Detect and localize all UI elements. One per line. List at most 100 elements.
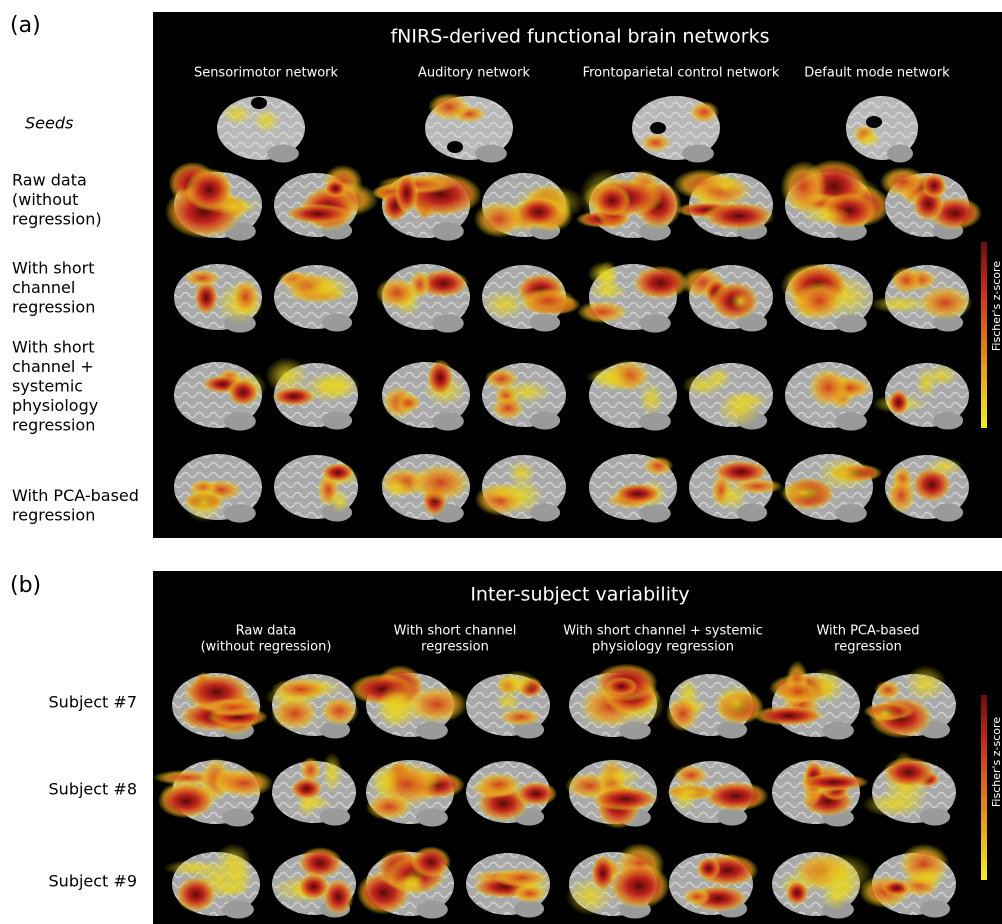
activation [320, 696, 359, 726]
brain-image [371, 172, 482, 241]
activation [886, 477, 916, 514]
seed-marker [251, 97, 267, 109]
activation [252, 108, 281, 134]
brain-image [777, 454, 883, 523]
activation [855, 129, 882, 149]
activation [157, 783, 216, 819]
activation [369, 764, 400, 801]
brain-image [380, 454, 472, 523]
cerebellum [432, 314, 464, 333]
row-label: With PCA-based [12, 486, 139, 505]
cerebellum [513, 900, 545, 918]
activation [890, 266, 923, 295]
cerebellum [639, 412, 671, 431]
cerebellum [716, 721, 748, 739]
brain-image [365, 760, 465, 827]
activation [321, 462, 355, 483]
activation [702, 201, 775, 231]
column-header: Sensorimotor network [194, 66, 339, 81]
activation [499, 708, 542, 726]
brain-image [274, 164, 379, 240]
activation [591, 365, 634, 392]
activation [473, 200, 525, 238]
row-label: channel [12, 278, 75, 297]
brain-image [584, 359, 677, 431]
activation [605, 676, 638, 696]
activation [494, 691, 522, 712]
activation [475, 772, 523, 797]
activation [638, 381, 664, 416]
activation [417, 269, 469, 298]
panel-title: fNIRS-derived functional brain networks [390, 26, 769, 48]
brain-image [264, 674, 359, 739]
activation [514, 196, 563, 228]
brain-image [382, 359, 470, 431]
cerebellum [716, 808, 748, 826]
activation [512, 884, 547, 903]
column-header: regression [421, 640, 489, 655]
column-header: With PCA-based [816, 624, 919, 639]
cerebellum [321, 411, 353, 430]
activation [587, 261, 618, 287]
brain-image [689, 455, 784, 522]
activation [515, 781, 558, 807]
activation [780, 160, 827, 214]
row-label: physiology [12, 396, 98, 415]
activation [688, 101, 720, 124]
activation [321, 752, 343, 794]
brain-image [846, 96, 918, 163]
activation [594, 767, 645, 786]
cerebellum [639, 314, 671, 333]
cerebellum [619, 721, 651, 740]
row-label: regression [12, 506, 95, 525]
column-header: physiology regression [592, 640, 734, 655]
brain-image [164, 161, 263, 241]
cerebellum [222, 808, 254, 827]
brain-image [152, 757, 274, 827]
panel-label: (b) [10, 573, 41, 598]
brain-image [780, 263, 875, 333]
activation [183, 482, 225, 523]
activation [713, 682, 759, 724]
cerebellum [736, 503, 768, 522]
brain-image [589, 454, 677, 523]
activation [576, 300, 629, 324]
brain-image [871, 363, 969, 430]
activation [374, 690, 425, 728]
cerebellum [835, 412, 867, 431]
activation [640, 133, 672, 152]
row-label: regression) [12, 210, 102, 229]
activation [806, 667, 846, 705]
activation [270, 696, 319, 731]
activation [297, 847, 343, 879]
cerebellum [416, 808, 448, 827]
brain-image [217, 96, 305, 163]
activation [828, 873, 861, 903]
activation [800, 205, 852, 226]
brain-image [466, 853, 552, 918]
activation [215, 769, 274, 798]
activation [869, 295, 931, 314]
column-header: Default mode network [804, 66, 950, 81]
activation [493, 868, 550, 888]
row-label: regression [12, 416, 95, 435]
colorbar [981, 242, 987, 428]
cerebellum [919, 900, 951, 918]
activation [870, 703, 899, 724]
activation [403, 868, 426, 897]
activation [227, 378, 259, 407]
activation [365, 793, 413, 821]
activation [410, 846, 452, 878]
activation [231, 279, 260, 315]
row-label: Raw data [12, 171, 87, 190]
activation [303, 371, 355, 403]
activation [426, 359, 454, 396]
row-label: Subject #7 [49, 693, 137, 712]
brain-image [780, 159, 892, 241]
brain-image [356, 846, 454, 919]
seed-marker [866, 116, 882, 128]
cerebellum [432, 412, 464, 431]
activation [608, 863, 670, 909]
activation [861, 791, 927, 818]
panel-title: Inter-subject variability [470, 584, 689, 606]
